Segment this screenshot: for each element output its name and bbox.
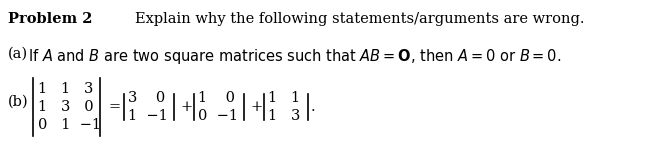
Text: Problem 2: Problem 2 — [8, 12, 93, 26]
Text: =: = — [108, 100, 120, 114]
Text: +: + — [250, 100, 262, 114]
Text: .: . — [311, 100, 316, 114]
Text: (a): (a) — [8, 47, 28, 61]
Text: 0   1  −1: 0 1 −1 — [38, 118, 101, 132]
Text: 1  −1: 1 −1 — [128, 109, 168, 123]
Text: 1    0: 1 0 — [198, 91, 235, 105]
Text: 0  −1: 0 −1 — [198, 109, 238, 123]
Text: 1   3   0: 1 3 0 — [38, 100, 93, 114]
Text: 1   1   3: 1 1 3 — [38, 82, 93, 96]
Text: 1   3: 1 3 — [268, 109, 300, 123]
Text: 1   1: 1 1 — [268, 91, 300, 105]
Text: Explain why the following statements/arguments are wrong.: Explain why the following statements/arg… — [135, 12, 585, 26]
Text: 3    0: 3 0 — [128, 91, 165, 105]
Text: (b): (b) — [8, 95, 29, 109]
Text: +: + — [180, 100, 192, 114]
Text: If $A$ and $B$ are two square matrices such that $AB = \mathbf{O}$, then $A = 0$: If $A$ and $B$ are two square matrices s… — [28, 47, 562, 66]
